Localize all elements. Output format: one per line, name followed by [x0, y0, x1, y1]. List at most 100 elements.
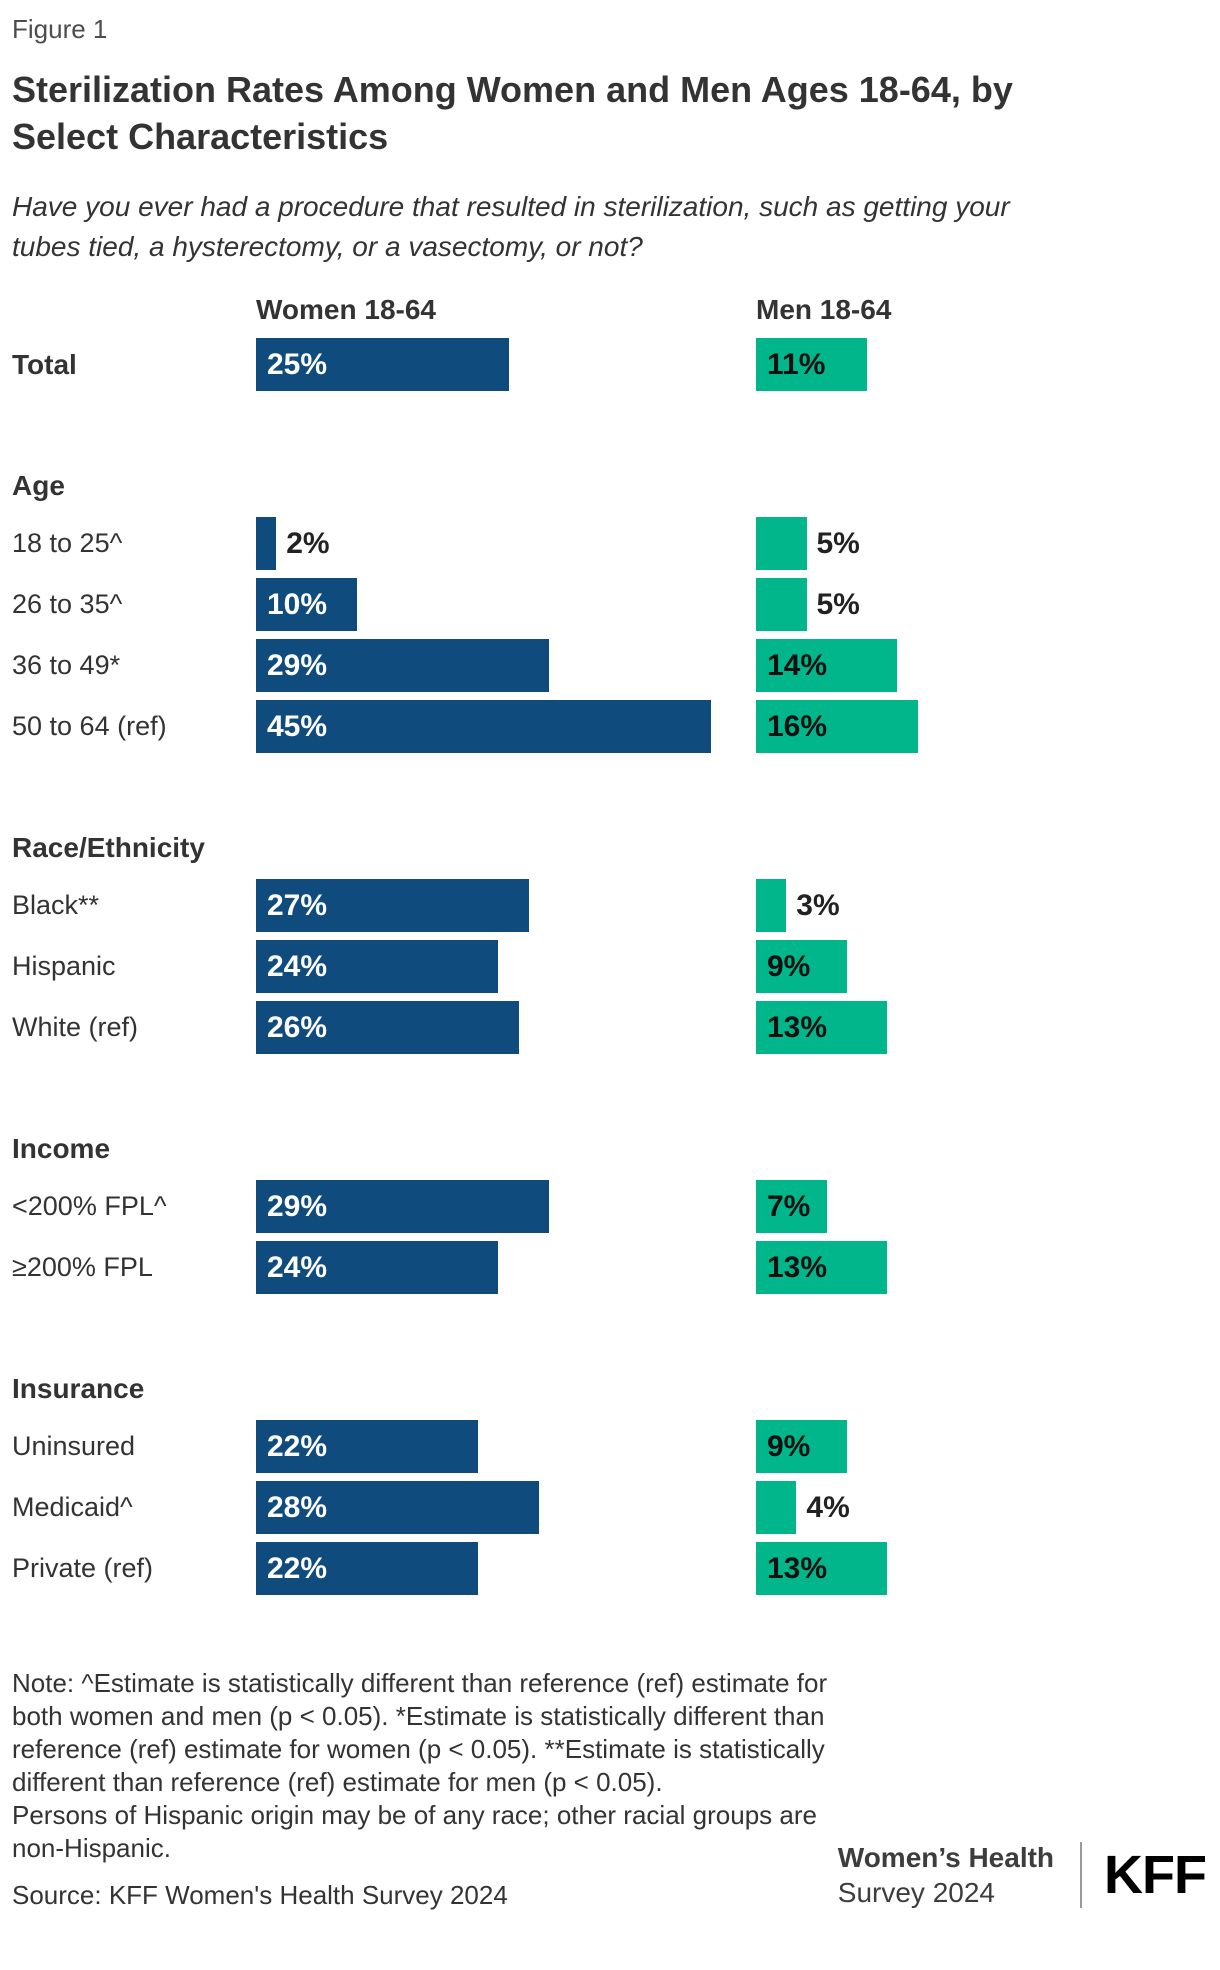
- row-label: Uninsured: [12, 1431, 136, 1462]
- women-bar-cell: 24%: [256, 940, 756, 994]
- row-label: 36 to 49*: [12, 650, 121, 681]
- value-label: 22%: [267, 1551, 328, 1585]
- men-bar-cell: 9%: [756, 940, 1208, 994]
- note-line: reference (ref) estimate for women (p < …: [12, 1734, 825, 1765]
- value-label: 29%: [267, 648, 328, 682]
- women-bar: 24%: [256, 940, 499, 994]
- men-bar-cell: 5%: [756, 578, 1208, 632]
- chart-row-total: Total 25% 11%: [12, 338, 1208, 392]
- men-bar-cell: 16%: [756, 700, 1208, 754]
- chart-row-200-fpl: <200% FPL^ 29% 7%: [12, 1180, 1208, 1234]
- men-bar-cell: 9%: [756, 1420, 1208, 1474]
- women-bar-cell: 26%: [256, 1001, 756, 1055]
- women-bar-cell: 2%: [256, 517, 756, 571]
- row-label: Medicaid^: [12, 1492, 133, 1523]
- chart-row-private-ref: Private (ref) 22% 13%: [12, 1542, 1208, 1596]
- men-bar: 11%: [756, 338, 868, 392]
- men-bar: 7%: [756, 1180, 827, 1234]
- value-label: 27%: [267, 888, 328, 922]
- men-bar: 9%: [756, 940, 847, 994]
- women-bar-cell: 29%: [256, 639, 756, 693]
- chart-row-black: Black** 27% 3%: [12, 879, 1208, 933]
- chart-row-white-ref: White (ref) 26% 13%: [12, 1001, 1208, 1055]
- note-line: Persons of Hispanic origin may be of any…: [12, 1800, 817, 1831]
- chart-row-medicaid: Medicaid^ 28% 4%: [12, 1481, 1208, 1535]
- value-label: 16%: [767, 709, 828, 743]
- branding: Women’s Health Survey 2024 KFF: [838, 1840, 1207, 1910]
- brand-text: Women’s Health Survey 2024: [838, 1840, 1054, 1910]
- brand-divider: [1080, 1842, 1083, 1909]
- value-label: 24%: [267, 1250, 328, 1284]
- footer: Note: ^Estimate is statistically differe…: [12, 1667, 1208, 1912]
- column-header-women: Women 18-64: [256, 294, 436, 326]
- value-label: 13%: [767, 1551, 828, 1585]
- women-bar-cell: 29%: [256, 1180, 756, 1234]
- kff-logo: KFF: [1104, 1845, 1207, 1906]
- value-label: 4%: [806, 1490, 850, 1524]
- women-bar: 29%: [256, 639, 549, 693]
- women-bar-cell: 27%: [256, 879, 756, 933]
- value-label: 22%: [267, 1429, 328, 1463]
- value-label: 3%: [796, 888, 840, 922]
- men-bar: [756, 879, 787, 933]
- section-header-income: Income: [12, 1133, 111, 1165]
- men-bar: 13%: [756, 1241, 888, 1295]
- value-label: 5%: [816, 526, 860, 560]
- row-label: ≥200% FPL: [12, 1252, 153, 1283]
- women-bar: 24%: [256, 1241, 499, 1295]
- note-line: different than reference (ref) estimate …: [12, 1767, 663, 1798]
- value-label: 14%: [767, 648, 828, 682]
- chart-row-uninsured: Uninsured 22% 9%: [12, 1420, 1208, 1474]
- women-bar: 29%: [256, 1180, 549, 1234]
- column-headers: Women 18-64 Men 18-64: [12, 294, 1208, 332]
- women-bar: 45%: [256, 700, 711, 754]
- women-bar-cell: 28%: [256, 1481, 756, 1535]
- chart-row-200-fpl: ≥200% FPL 24% 13%: [12, 1241, 1208, 1295]
- men-bar: 9%: [756, 1420, 847, 1474]
- row-label: Private (ref): [12, 1553, 154, 1584]
- chart-row-hispanic: Hispanic 24% 9%: [12, 940, 1208, 994]
- women-bar-cell: 22%: [256, 1542, 756, 1596]
- notes-block: Note: ^Estimate is statistically differe…: [12, 1667, 1208, 1865]
- row-label: Total: [12, 348, 77, 380]
- value-label: 45%: [267, 709, 328, 743]
- women-bar: 22%: [256, 1420, 479, 1474]
- column-header-men: Men 18-64: [756, 294, 892, 326]
- men-bar: 14%: [756, 639, 898, 693]
- value-label: 13%: [767, 1010, 828, 1044]
- women-bar: [256, 517, 277, 571]
- row-label: Hispanic: [12, 951, 116, 982]
- row-label: <200% FPL^: [12, 1191, 167, 1222]
- women-bar: 26%: [256, 1001, 519, 1055]
- brand-survey-name: Women’s Health: [837, 1842, 1055, 1874]
- value-label: 5%: [816, 587, 860, 621]
- men-bar: 13%: [756, 1001, 888, 1055]
- men-bar: [756, 517, 807, 571]
- row-label: 50 to 64 (ref): [12, 711, 167, 742]
- women-bar-cell: 45%: [256, 700, 756, 754]
- chart-row-36-to-49: 36 to 49* 29% 14%: [12, 639, 1208, 693]
- subtitle-line-1: Have you ever had a procedure that resul…: [12, 190, 1010, 222]
- value-label: 25%: [267, 347, 328, 381]
- subtitle-line-2: tubes tied, a hysterectomy, or a vasecto…: [12, 230, 643, 262]
- note-line: Note: ^Estimate is statistically differe…: [12, 1668, 828, 1699]
- men-bar-cell: 11%: [756, 338, 1208, 392]
- men-bar-cell: 14%: [756, 639, 1208, 693]
- note-line: both women and men (p < 0.05). *Estimate…: [12, 1701, 825, 1732]
- men-bar-cell: 3%: [756, 879, 1208, 933]
- men-bar-cell: 4%: [756, 1481, 1208, 1535]
- section-header-insurance: Insurance: [12, 1373, 145, 1405]
- note-line: non-Hispanic.: [12, 1833, 171, 1864]
- men-bar: [756, 578, 807, 632]
- row-label: White (ref): [12, 1012, 139, 1043]
- men-bar: 13%: [756, 1542, 888, 1596]
- value-label: 13%: [767, 1250, 828, 1284]
- women-bar: 25%: [256, 338, 509, 392]
- chart-row-50-to-64-ref: 50 to 64 (ref) 45% 16%: [12, 700, 1208, 754]
- page-title: Sterilization Rates Among Women and Men …: [12, 67, 1208, 161]
- value-label: 9%: [767, 949, 811, 983]
- men-bar-cell: 13%: [756, 1001, 1208, 1055]
- row-label: Black**: [12, 890, 100, 921]
- women-bar-cell: 25%: [256, 338, 756, 392]
